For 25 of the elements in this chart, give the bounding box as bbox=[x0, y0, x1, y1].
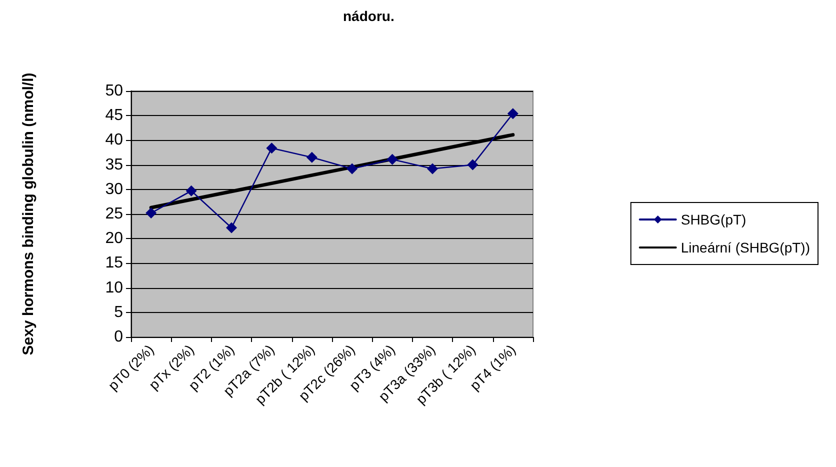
y-tick-label: 40 bbox=[105, 132, 124, 149]
y-tick-label: 50 bbox=[105, 82, 124, 100]
point bbox=[146, 208, 157, 219]
y-tick-label: 20 bbox=[105, 230, 124, 248]
y-tick-label: 5 bbox=[114, 304, 124, 321]
point bbox=[427, 163, 438, 174]
y-tick-label: 0 bbox=[114, 328, 124, 346]
y-tick-label: 25 bbox=[105, 206, 124, 222]
point bbox=[467, 159, 478, 170]
y-tick-label: 10 bbox=[105, 279, 124, 296]
y-tick-label: 45 bbox=[105, 107, 124, 124]
point bbox=[346, 163, 358, 174]
point bbox=[507, 108, 518, 120]
point bbox=[266, 142, 278, 154]
chart-title: nádoru. bbox=[343, 8, 394, 24]
y-axis-title: Sexy hormons binding globulin (nmol/l) bbox=[20, 72, 37, 356]
legend-label: Lineární (SHBG(pT)) bbox=[680, 240, 810, 256]
point bbox=[186, 185, 197, 196]
y-tick-label: 35 bbox=[105, 156, 124, 174]
point bbox=[226, 222, 237, 234]
point bbox=[306, 152, 318, 163]
y-tick-label: 30 bbox=[105, 180, 124, 198]
y-tick-label: 15 bbox=[105, 254, 124, 272]
legend-label: SHBG(pT) bbox=[680, 212, 746, 228]
point bbox=[386, 154, 398, 165]
